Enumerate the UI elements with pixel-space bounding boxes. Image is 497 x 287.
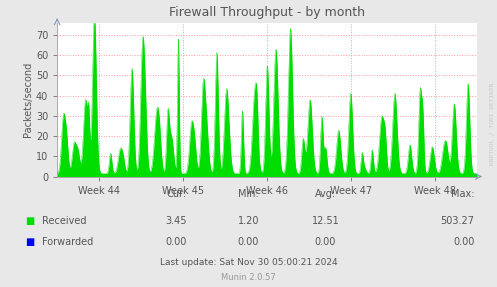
Text: Max:: Max: <box>451 189 475 199</box>
Text: Last update: Sat Nov 30 05:00:21 2024: Last update: Sat Nov 30 05:00:21 2024 <box>160 259 337 267</box>
Text: 0.00: 0.00 <box>453 237 475 247</box>
Text: 0.00: 0.00 <box>238 237 259 247</box>
Text: RRDTOOL / TOBI OETIKER: RRDTOOL / TOBI OETIKER <box>490 82 495 165</box>
Text: Min:: Min: <box>238 189 259 199</box>
Text: ■: ■ <box>25 216 34 226</box>
Text: 503.27: 503.27 <box>441 216 475 226</box>
Text: 0.00: 0.00 <box>315 237 336 247</box>
Text: 3.45: 3.45 <box>166 216 187 226</box>
Text: Cur:: Cur: <box>166 189 186 199</box>
Y-axis label: Packets/second: Packets/second <box>23 62 33 137</box>
Text: 0.00: 0.00 <box>166 237 187 247</box>
Text: Received: Received <box>42 216 87 226</box>
Text: Forwarded: Forwarded <box>42 237 93 247</box>
Text: 12.51: 12.51 <box>312 216 339 226</box>
Title: Firewall Throughput - by month: Firewall Throughput - by month <box>169 6 365 19</box>
Text: 1.20: 1.20 <box>238 216 259 226</box>
Text: Avg:: Avg: <box>315 189 336 199</box>
Text: Munin 2.0.57: Munin 2.0.57 <box>221 273 276 282</box>
Text: ■: ■ <box>25 237 34 247</box>
